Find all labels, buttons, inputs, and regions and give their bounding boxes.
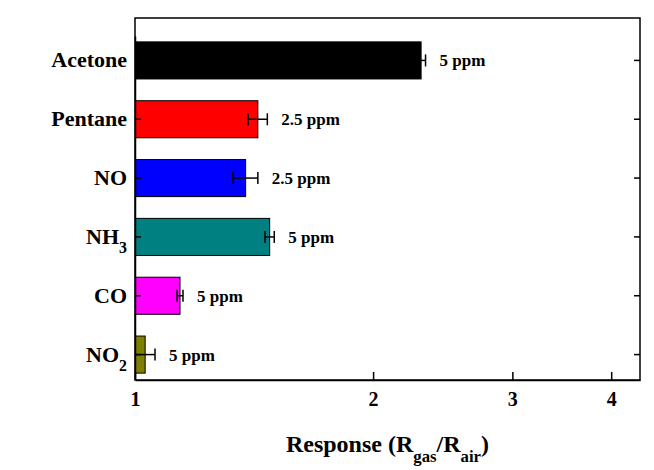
y-axis: Acetone Pentane NO NH3 CO NO2: [51, 37, 135, 380]
category-tick: [135, 236, 141, 238]
x-axis-title-part: gas: [413, 447, 437, 466]
error-bar: [233, 172, 258, 184]
error-bar: [417, 54, 426, 66]
error-bar: [265, 231, 274, 243]
x-axis-title-part: ): [481, 431, 489, 457]
error-bar-line: [248, 118, 267, 120]
category-tick: [135, 60, 141, 62]
x-axis-line: [136, 380, 641, 382]
y-tick-label: NH3: [86, 224, 127, 256]
category-tick: [135, 118, 141, 120]
category-tick: [634, 177, 640, 179]
x-axis-title: Response (Rgas/Rair): [286, 431, 489, 466]
bar: [135, 218, 270, 255]
error-bar-line: [233, 177, 258, 179]
x-axis-title-part: Response (R: [286, 431, 414, 457]
category-tick: [135, 295, 141, 297]
error-bar-cap: [425, 54, 427, 66]
bar: [135, 160, 246, 197]
error-bar-cap: [154, 349, 156, 361]
x-axis-title-part: air: [461, 447, 482, 466]
error-bar-cap: [416, 54, 418, 66]
y-tick: CO: [94, 283, 135, 308]
concentration-label: 5 ppm: [169, 346, 215, 365]
x-tick: 2: [369, 372, 379, 410]
error-bar-cap: [274, 231, 276, 243]
x-tick-label: 1: [131, 388, 141, 410]
x-axis: 1 2 3 4: [131, 372, 641, 410]
x-tick-label: 2: [369, 388, 379, 410]
error-bar: [177, 290, 183, 302]
category-tick: [135, 354, 141, 356]
y-axis-line: [135, 37, 137, 380]
concentration-label: 5 ppm: [288, 228, 334, 247]
error-bar-cap: [176, 290, 178, 302]
x-tick-label: 3: [508, 388, 518, 410]
error-bar-line: [135, 354, 155, 356]
x-tick: 4: [607, 372, 617, 410]
y-tick-label: NO2: [86, 342, 127, 374]
error-bar-cap: [232, 172, 234, 184]
concentration-label: 5 ppm: [440, 51, 486, 70]
x-tick-mark: [373, 372, 375, 380]
error-bar: [135, 349, 155, 361]
x-tick-label: 4: [607, 388, 617, 410]
error-bar: [248, 113, 267, 125]
y-tick: Acetone: [51, 47, 135, 72]
y-tick: NO: [94, 165, 135, 190]
y-tick: Pentane: [51, 106, 135, 131]
category-tick: [135, 177, 141, 179]
x-tick: 3: [508, 372, 518, 410]
y-tick: NO2: [86, 342, 135, 374]
error-bar-cap: [264, 231, 266, 243]
concentration-label: 2.5 ppm: [281, 110, 340, 129]
annotations: 5 ppm 2.5 ppm 2.5 ppm 5 ppm 5 ppm 5 ppm: [169, 51, 485, 364]
error-bar-line: [177, 295, 183, 297]
error-bar-line: [265, 236, 274, 238]
error-bar-line: [417, 60, 426, 62]
category-tick: [634, 60, 640, 62]
y-tick: NH3: [86, 224, 135, 256]
bar: [135, 42, 421, 79]
x-tick-mark: [512, 372, 514, 380]
plot-frame: [135, 18, 640, 380]
concentration-label: 5 ppm: [197, 287, 243, 306]
bars: [135, 42, 426, 373]
bar: [135, 277, 180, 314]
error-bar-cap: [257, 172, 259, 184]
category-tick: [634, 236, 640, 238]
error-bar-cap: [267, 113, 269, 125]
category-tick: [634, 295, 640, 297]
category-tick: [634, 118, 640, 120]
y-tick-label: Acetone: [51, 47, 127, 72]
y-tick-label: Pentane: [51, 106, 127, 131]
bar: [135, 101, 258, 138]
error-bar-cap: [182, 290, 184, 302]
y-tick-label: CO: [94, 283, 127, 308]
y-tick-label: NO: [94, 165, 127, 190]
category-tick: [634, 354, 640, 356]
error-bar-cap: [247, 113, 249, 125]
concentration-label: 2.5 ppm: [272, 169, 331, 188]
x-axis-title-part: /R: [436, 431, 462, 457]
x-tick-mark: [611, 372, 613, 380]
